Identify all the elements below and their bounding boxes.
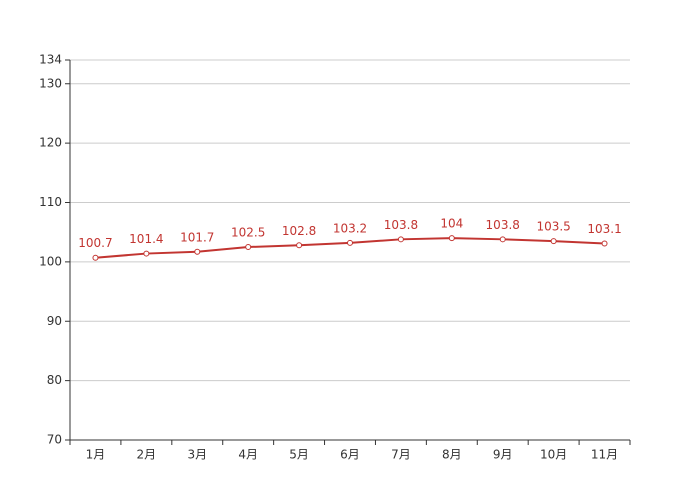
point (194, 248, 201, 255)
point (143, 250, 150, 257)
y-tick-label: 90 (47, 314, 62, 328)
point (397, 236, 404, 243)
data-label: 103.1 (587, 222, 621, 236)
data-label: 100.7 (78, 236, 112, 250)
point (448, 235, 455, 242)
data-label: 104 (440, 217, 463, 231)
x-tick-label: 4月 (238, 448, 258, 462)
point (499, 236, 506, 243)
x-tick-label: 9月 (493, 448, 513, 462)
x-tick-label: 11月 (591, 448, 618, 462)
y-tick-label: 130 (39, 76, 62, 90)
x-tick-label: 2月 (137, 448, 157, 462)
data-label: 103.5 (536, 220, 570, 234)
y-tick-label: 120 (39, 136, 62, 150)
x-tick-label: 1月 (86, 448, 106, 462)
data-label: 103.2 (333, 221, 367, 235)
point (601, 240, 608, 247)
point (92, 254, 99, 261)
x-tick-label: 10月 (540, 448, 567, 462)
data-label: 102.5 (231, 226, 265, 240)
x-tick-label: 8月 (442, 448, 462, 462)
data-label: 101.4 (129, 232, 163, 246)
y-tick-label: 134 (39, 53, 62, 67)
x-tick-label: 3月 (187, 448, 207, 462)
x-tick-label: 7月 (391, 448, 411, 462)
data-label: 103.8 (486, 218, 520, 232)
data-label: 101.7 (180, 230, 214, 244)
x-tick-label: 5月 (289, 448, 309, 462)
point (550, 238, 557, 245)
x-tick-label: 6月 (340, 448, 360, 462)
point (296, 242, 303, 249)
point (245, 244, 252, 251)
y-tick-label: 110 (39, 195, 62, 209)
y-tick-label: 100 (39, 254, 62, 268)
point (347, 239, 353, 246)
y-tick-label: 80 (47, 373, 62, 387)
data-label: 102.8 (282, 224, 316, 238)
y-tick-label: 70 (47, 433, 62, 447)
data-label: 103.8 (384, 218, 418, 232)
